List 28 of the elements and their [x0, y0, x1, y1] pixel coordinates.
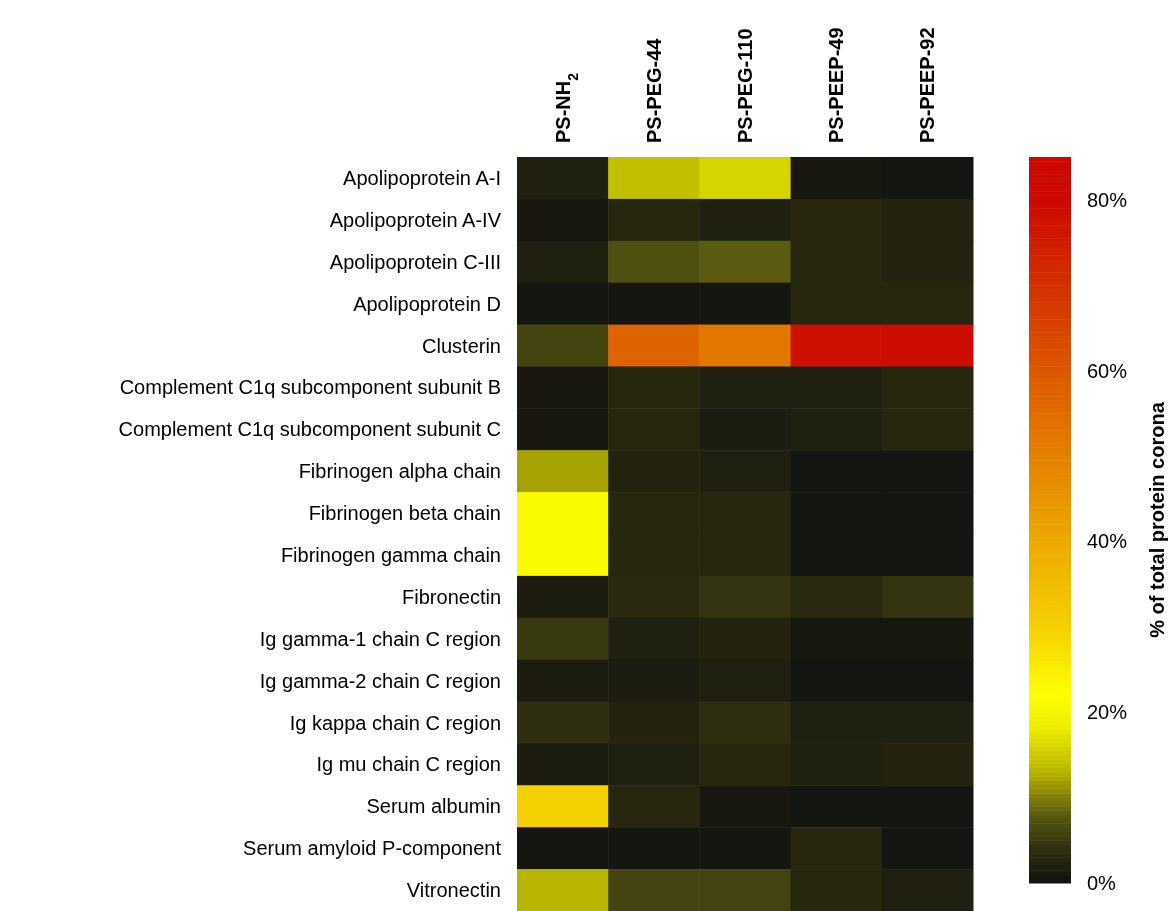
y-tick-label: Complement C1q subcomponent subunit B [119, 376, 501, 399]
color-bar-label: 40% [1087, 530, 1128, 553]
x-tick-label: PS-PEEP-49 [825, 27, 848, 143]
y-tick-label: Fibrinogen alpha chain [298, 460, 501, 483]
y-tick-label: Fibrinogen gamma chain [280, 543, 501, 566]
color-bar-label: 0% [1087, 872, 1117, 894]
y-tick-label: Vitronectin [406, 879, 501, 902]
y-tick-label: Ig gamma-1 chain C region [259, 627, 501, 650]
y-tick-label: Fibrinogen beta chain [308, 502, 501, 525]
y-tick-label: Complement C1q subcomponent subunit C [118, 418, 501, 441]
y-tick-label: Ig mu chain C region [316, 753, 501, 776]
y-tick-label: Clusterin [422, 334, 501, 357]
y-tick-label: Serum amyloid P-component [243, 837, 502, 860]
x-tick-label: PS-PEG-44 [642, 37, 665, 143]
y-tick-label: Fibronectin [402, 585, 501, 608]
y-tick-label: Ig kappa chain C region [289, 711, 501, 734]
y-tick-label: Serum albumin [366, 795, 501, 818]
y-tick-label: Ig gamma-2 chain C region [259, 669, 501, 692]
x-tick-label: PS-PEEP-92 [916, 27, 939, 143]
color-bar-title: % of total protein corona [1146, 401, 1168, 638]
x-tick-label: PS-PEG-110 [734, 28, 756, 143]
color-bar-label: 60% [1087, 359, 1128, 382]
y-tick-label: Apolipoprotein A-I [343, 166, 501, 189]
y-tick-label: Apolipoprotein A-IV [329, 208, 502, 231]
color-bar-label: 20% [1087, 701, 1128, 724]
y-tick-label: Apolipoprotein C-III [329, 250, 501, 273]
color-bar-label: 80% [1087, 188, 1128, 211]
y-tick-label: Apolipoprotein D [353, 292, 501, 315]
